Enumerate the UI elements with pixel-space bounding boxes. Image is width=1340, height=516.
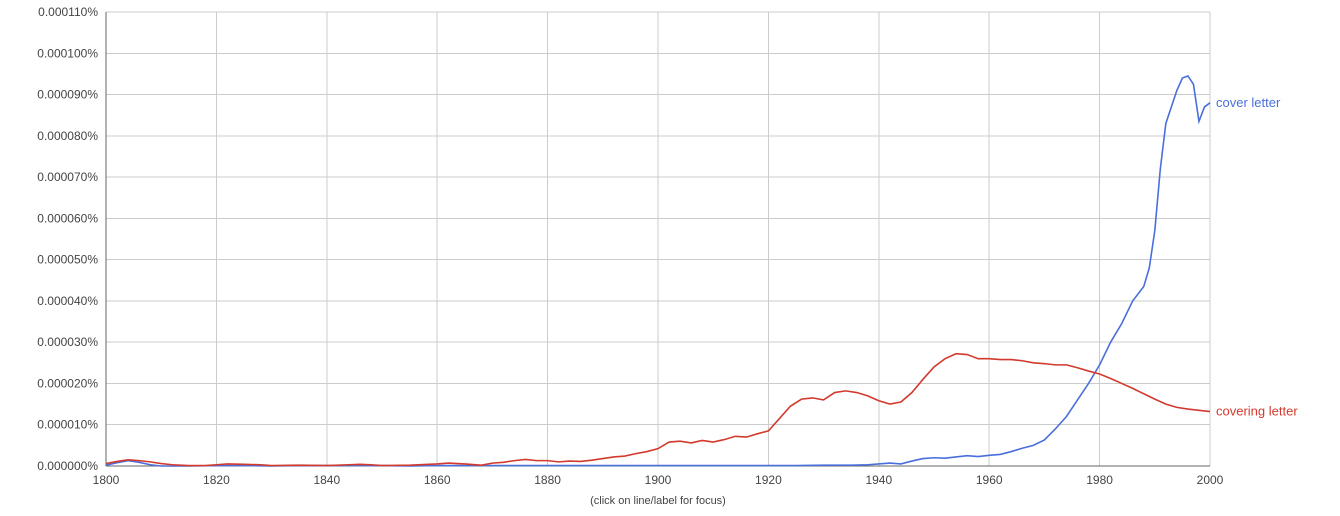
x-tick-label: 1960 <box>976 473 1003 487</box>
x-tick-label: 1800 <box>93 473 120 487</box>
y-tick-label: 0.000000% <box>37 459 98 473</box>
y-tick-label: 0.000110% <box>38 5 98 19</box>
x-tick-label: 1860 <box>424 473 451 487</box>
x-tick-label: 1920 <box>755 473 782 487</box>
ngram-chart: 1800 1820 1840 1860 1880 1900 1920 1940 1960 1980… <box>0 0 1340 516</box>
y-tick-label: 0.000100% <box>37 46 98 60</box>
y-tick-label: 0.000040% <box>37 294 98 308</box>
y-tick-label: 0.000050% <box>37 253 98 267</box>
series-label-0[interactable]: cover letter <box>1216 95 1281 110</box>
y-tick-label: 0.000020% <box>37 376 98 390</box>
x-tick-label: 2000 <box>1197 473 1224 487</box>
x-tick-label: 1880 <box>534 473 561 487</box>
chart-bg <box>0 0 1340 516</box>
x-tick-label: 1820 <box>203 473 230 487</box>
y-tick-label: 0.000070% <box>37 170 98 184</box>
x-tick-label: 1900 <box>645 473 672 487</box>
x-tick-label: 1980 <box>1086 473 1113 487</box>
y-tick-label: 0.000010% <box>37 418 98 432</box>
series-label-1[interactable]: covering letter <box>1216 404 1298 419</box>
chart-caption: (click on line/label for focus) <box>590 495 726 507</box>
y-tick-label: 0.000060% <box>37 211 98 225</box>
chart-svg: 1800 1820 1840 1860 1880 1900 1920 1940 1960 1980… <box>0 0 1340 516</box>
y-tick-label: 0.000030% <box>37 335 98 349</box>
x-tick-label: 1940 <box>865 473 892 487</box>
x-tick-label: 1840 <box>313 473 340 487</box>
y-tick-label: 0.000080% <box>37 129 98 143</box>
y-tick-label: 0.000090% <box>37 88 98 102</box>
